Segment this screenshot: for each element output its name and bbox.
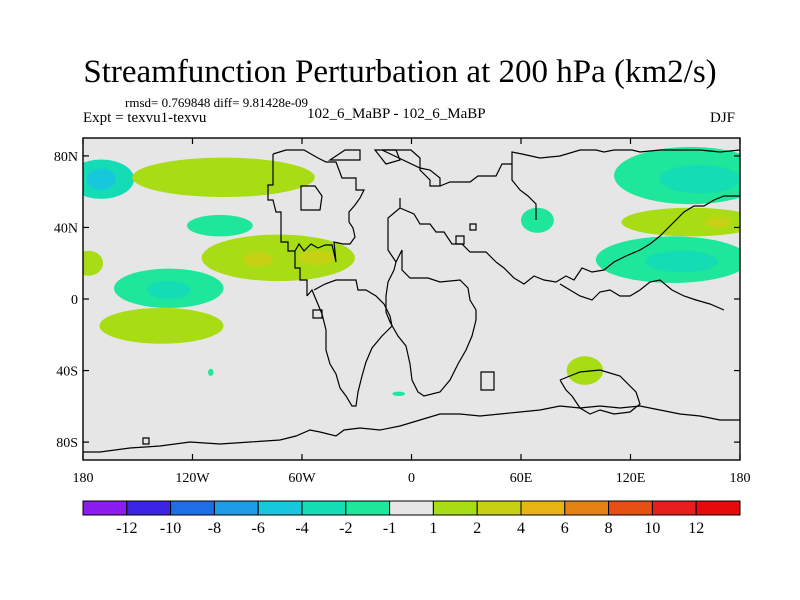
contour-region	[521, 208, 554, 233]
y-tick-label: 80N	[54, 150, 78, 165]
colorbar-label: -1	[383, 520, 396, 537]
y-tick-label: 40S	[56, 365, 78, 380]
colorbar-label: 4	[517, 520, 525, 537]
colorbar-label: -12	[116, 520, 137, 537]
colorbar-label: -10	[160, 520, 181, 537]
contour-region	[99, 308, 223, 344]
colorbar-label: 10	[644, 520, 660, 537]
colorbar-label: 1	[429, 520, 437, 537]
contour-region	[660, 165, 740, 194]
colorbar-segment	[258, 501, 302, 515]
x-tick-label: 60E	[510, 471, 533, 486]
x-tick-label: 120E	[616, 471, 646, 486]
colorbar-segment	[609, 501, 653, 515]
x-tick-label: 120W	[175, 471, 210, 486]
colorbar-label: 2	[473, 520, 481, 537]
contour-region	[187, 215, 253, 236]
contour-region	[87, 168, 116, 189]
colorbar-segment	[302, 501, 346, 515]
y-tick-label: 80S	[56, 436, 78, 451]
x-tick-label: 60W	[288, 471, 316, 486]
colorbar-label: 6	[561, 520, 569, 537]
colorbar-label: -6	[252, 520, 265, 537]
x-tick-label: 180	[73, 471, 94, 486]
contour-region	[621, 208, 760, 237]
map-plot: 80N40N040S80S 180 120W 60W 0 60E 120E 180 -12-…	[0, 0, 800, 600]
contour-region	[645, 251, 718, 272]
contour-region	[147, 281, 191, 299]
colorbar-segment	[652, 501, 696, 515]
colorbar-segment	[477, 501, 521, 515]
colorbar-label: -2	[339, 520, 352, 537]
contour-region	[392, 392, 405, 396]
contour-region	[132, 158, 315, 197]
colorbar-segment	[127, 501, 171, 515]
colorbar-label: 8	[605, 520, 613, 537]
colorbar-segment	[696, 501, 740, 515]
colorbar-segment	[83, 501, 127, 515]
colorbar-segment	[433, 501, 477, 515]
x-tick-label: 180	[730, 471, 751, 486]
colorbar: -12 -10 -8 -6 -4 -2 -1 1 2 4 6 8 10 12	[83, 501, 740, 537]
colorbar-segment	[521, 501, 565, 515]
contour-region	[705, 217, 731, 228]
colorbar-segment	[214, 501, 258, 515]
colorbar-segment	[346, 501, 390, 515]
y-tick-label: 0	[71, 293, 78, 308]
contour-region	[74, 251, 103, 276]
colorbar-segment	[565, 501, 609, 515]
contour-region	[208, 369, 213, 376]
colorbar-label: 12	[688, 520, 704, 537]
colorbar-label: -4	[295, 520, 308, 537]
contour-region	[298, 251, 335, 265]
colorbar-label: -8	[208, 520, 221, 537]
colorbar-segment	[390, 501, 434, 515]
colorbar-segment	[171, 501, 215, 515]
y-tick-label: 40N	[54, 221, 78, 236]
x-tick-label: 0	[408, 471, 415, 486]
contour-region	[244, 252, 273, 266]
